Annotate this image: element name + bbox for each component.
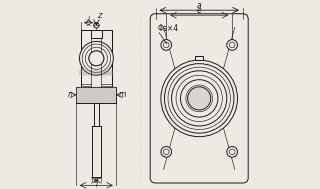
Circle shape [164, 149, 169, 155]
Circle shape [168, 67, 230, 130]
Bar [91, 30, 102, 38]
Circle shape [92, 54, 100, 62]
Circle shape [89, 51, 104, 66]
Circle shape [227, 40, 237, 50]
Circle shape [161, 60, 237, 137]
Bar [79, 30, 81, 87]
Circle shape [180, 80, 218, 117]
Circle shape [176, 75, 222, 122]
Circle shape [94, 23, 99, 28]
Bar [112, 30, 113, 87]
Text: Φs×4: Φs×4 [157, 24, 179, 33]
Circle shape [229, 149, 235, 155]
Circle shape [229, 42, 235, 48]
Text: n: n [68, 90, 73, 99]
Text: g: g [94, 177, 99, 184]
Bar [76, 87, 116, 103]
Text: B₁: B₁ [93, 92, 100, 97]
Circle shape [164, 42, 169, 48]
Circle shape [186, 85, 212, 112]
Bar [195, 56, 203, 60]
Bar [76, 87, 116, 103]
Bar [81, 30, 112, 87]
Text: m: m [118, 90, 126, 99]
Text: i: i [88, 15, 90, 22]
Circle shape [161, 40, 172, 50]
Circle shape [85, 47, 108, 69]
Circle shape [82, 44, 111, 73]
Text: l: l [95, 182, 97, 188]
Text: e: e [197, 6, 202, 15]
Bar [76, 87, 116, 103]
Circle shape [89, 51, 104, 66]
Circle shape [188, 87, 211, 110]
FancyBboxPatch shape [150, 14, 248, 183]
Circle shape [172, 71, 227, 126]
Text: Z: Z [97, 13, 102, 19]
Circle shape [161, 146, 172, 157]
Circle shape [227, 146, 237, 157]
Circle shape [79, 41, 113, 75]
Bar [79, 70, 113, 75]
Text: a: a [197, 1, 202, 9]
Circle shape [164, 64, 234, 133]
